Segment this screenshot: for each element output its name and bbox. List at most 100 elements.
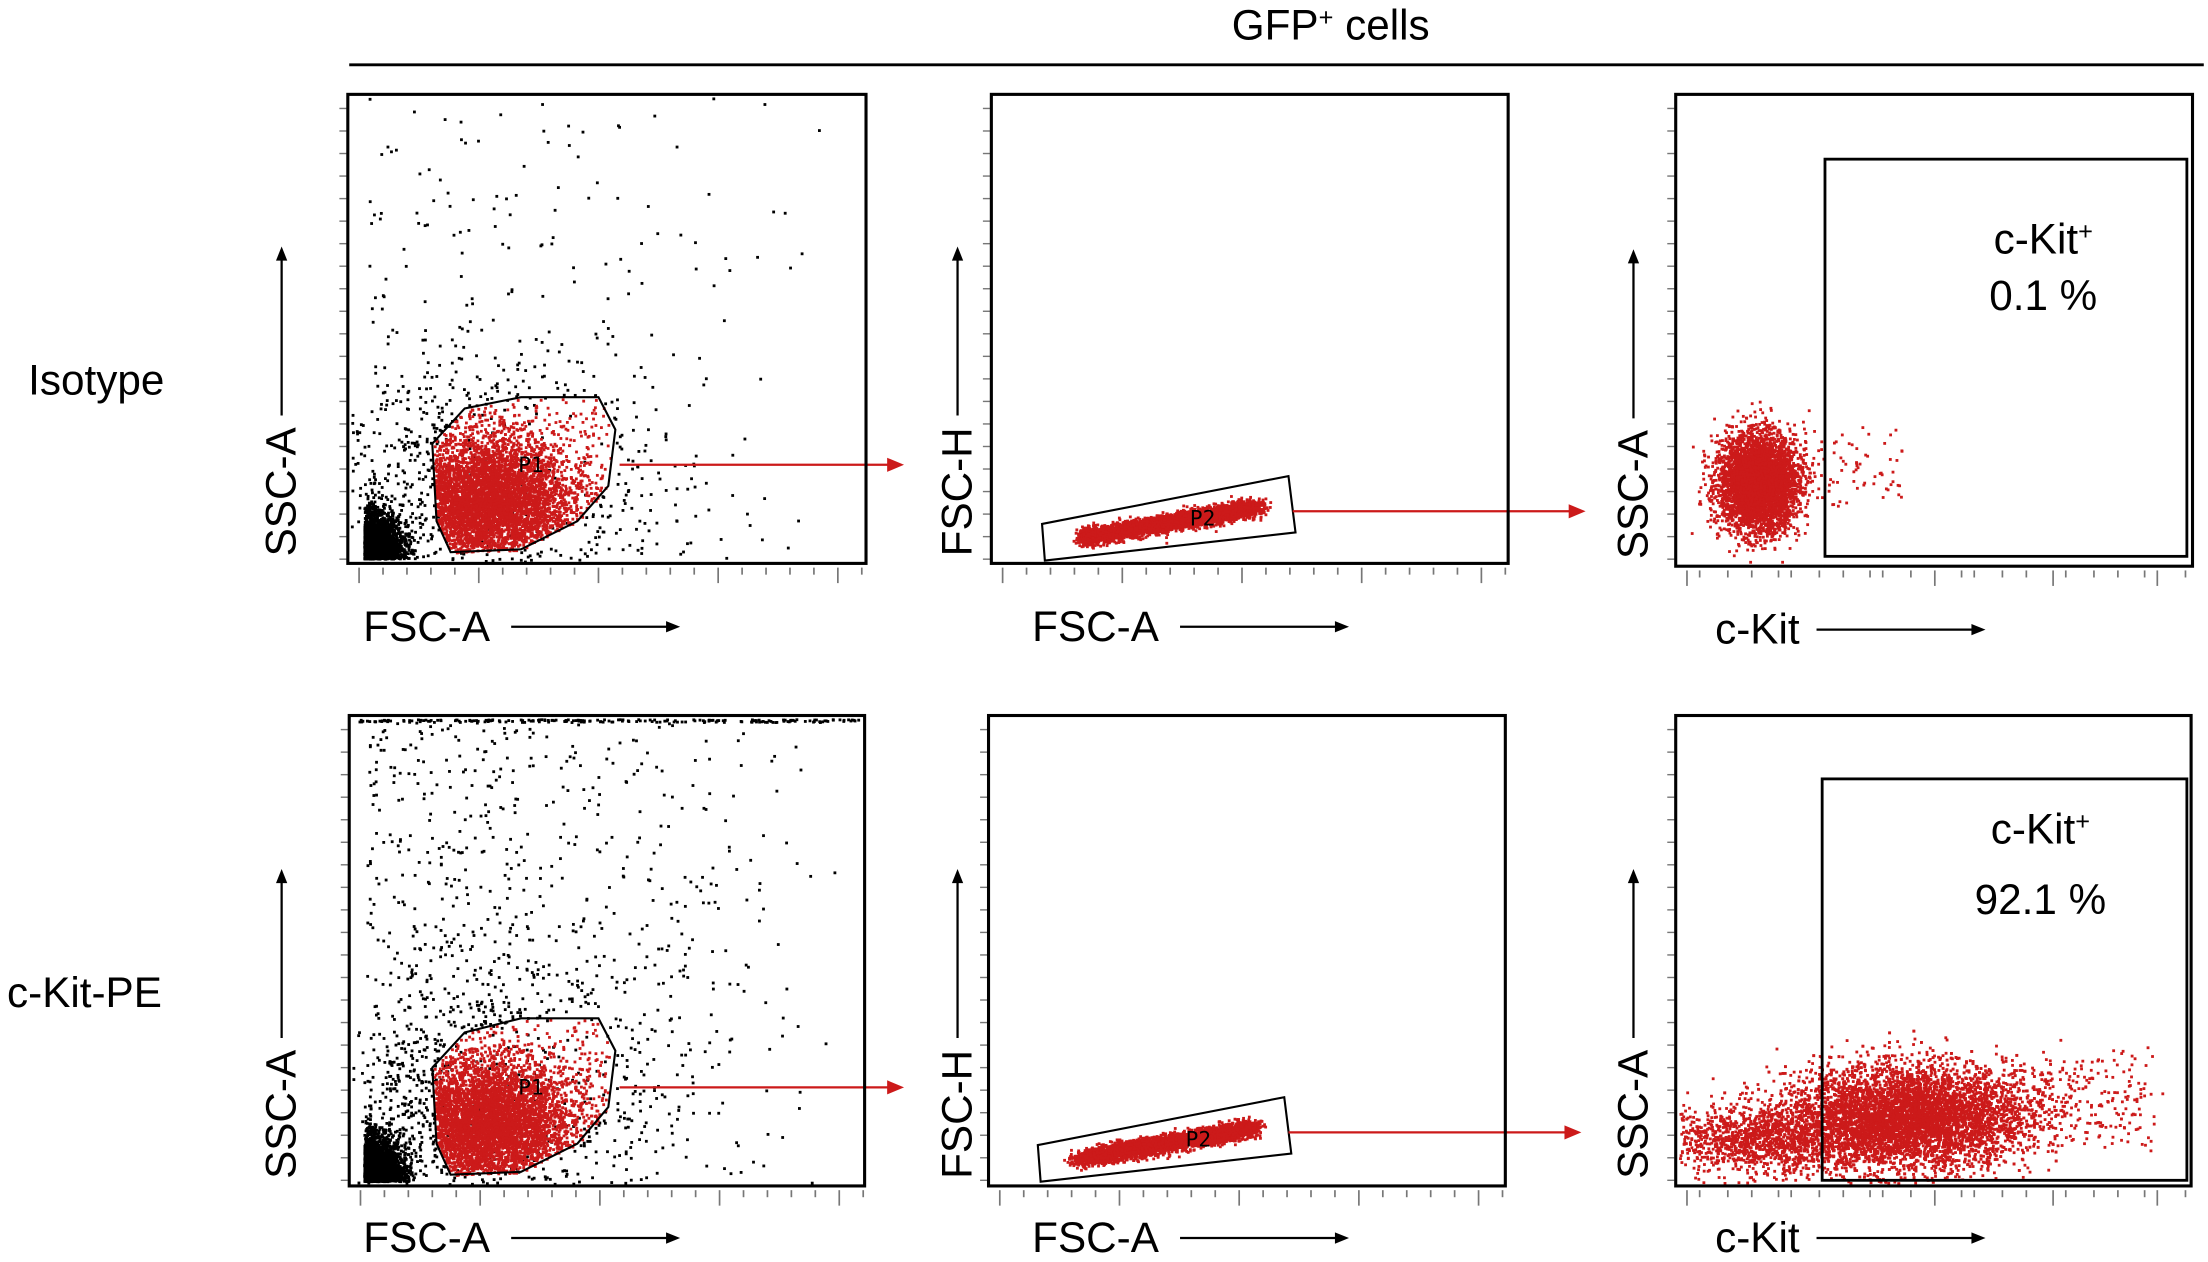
data-point xyxy=(599,489,602,493)
data-point xyxy=(556,386,560,390)
data-point xyxy=(357,520,361,524)
data-point xyxy=(401,537,405,541)
data-point xyxy=(383,519,387,523)
data-point xyxy=(378,526,382,530)
data-point xyxy=(616,196,620,200)
data-point xyxy=(395,331,399,334)
data-point xyxy=(406,398,410,402)
data-point xyxy=(373,551,376,555)
data-point xyxy=(686,487,690,491)
data-point xyxy=(426,361,430,365)
data-point xyxy=(384,277,388,281)
data-point xyxy=(569,556,573,560)
data-point xyxy=(351,456,355,460)
data-point xyxy=(389,542,393,546)
data-point xyxy=(370,410,374,414)
data-point xyxy=(393,554,397,558)
data-point xyxy=(647,428,650,432)
data-point xyxy=(397,529,401,533)
data-point xyxy=(602,496,606,499)
data-point xyxy=(367,539,371,543)
data-point xyxy=(560,343,564,346)
data-point xyxy=(370,523,374,527)
data-point xyxy=(469,444,473,448)
data-point xyxy=(363,454,367,458)
data-point xyxy=(640,552,644,555)
data-point xyxy=(432,515,435,519)
data-point xyxy=(772,210,776,214)
data-point xyxy=(450,338,454,342)
data-point xyxy=(458,325,462,329)
axis-ticks xyxy=(339,107,863,584)
data-point xyxy=(594,412,598,416)
data-point xyxy=(399,556,403,560)
data-point xyxy=(638,519,642,523)
data-point xyxy=(391,542,395,546)
data-point xyxy=(597,436,601,440)
data-point xyxy=(404,539,408,543)
data-point xyxy=(641,539,645,543)
data-point xyxy=(369,526,373,530)
data-point xyxy=(385,536,389,540)
data-point xyxy=(756,255,759,259)
data-point xyxy=(516,368,520,371)
data-point xyxy=(489,404,493,408)
data-point xyxy=(507,292,510,296)
data-point xyxy=(371,529,375,533)
data-point xyxy=(647,529,651,533)
data-point xyxy=(367,534,371,537)
data-point xyxy=(365,545,369,549)
data-point xyxy=(377,512,380,516)
data-point xyxy=(615,441,619,445)
data-point xyxy=(459,275,463,278)
data-point xyxy=(616,482,620,486)
data-point xyxy=(375,527,379,531)
data-point xyxy=(407,546,411,550)
data-point xyxy=(372,510,375,514)
data-point xyxy=(398,526,402,530)
data-point xyxy=(540,550,543,554)
data-point xyxy=(506,443,510,446)
data-point xyxy=(590,425,594,429)
data-point xyxy=(422,351,425,355)
data-point xyxy=(431,526,435,530)
data-point xyxy=(686,542,689,546)
data-point xyxy=(712,97,716,101)
data-point xyxy=(364,510,368,514)
data-point xyxy=(426,493,430,497)
data-point xyxy=(379,543,383,547)
data-point xyxy=(502,421,506,425)
data-point xyxy=(618,125,621,129)
data-point xyxy=(490,386,494,390)
data-point xyxy=(380,551,384,554)
data-point xyxy=(655,521,659,525)
data-point xyxy=(374,513,378,516)
data-point xyxy=(391,555,394,559)
data-point xyxy=(423,338,427,342)
data-point xyxy=(600,442,604,446)
data-point xyxy=(396,552,400,556)
data-point xyxy=(406,543,410,547)
data-point xyxy=(579,412,583,416)
data-point xyxy=(567,359,571,363)
data-point xyxy=(372,556,375,560)
data-point xyxy=(605,432,609,436)
data-point xyxy=(467,229,471,232)
data-point xyxy=(464,461,468,464)
data-point xyxy=(614,531,618,535)
data-point xyxy=(370,535,374,539)
data-point xyxy=(402,494,405,498)
data-point xyxy=(386,145,390,149)
data-point xyxy=(383,449,386,453)
data-point xyxy=(557,433,560,437)
data-point xyxy=(423,300,427,304)
data-point xyxy=(386,518,389,521)
data-point xyxy=(599,505,603,509)
data-point xyxy=(398,540,402,544)
data-point xyxy=(376,516,379,519)
data-point xyxy=(373,472,376,476)
data-point xyxy=(553,442,557,446)
data-point xyxy=(571,425,575,429)
data-point xyxy=(391,402,395,406)
data-point xyxy=(592,374,596,378)
